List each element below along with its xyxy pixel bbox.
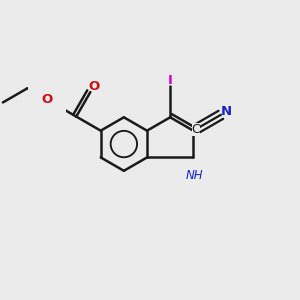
Text: O: O <box>88 80 99 93</box>
Text: I: I <box>168 74 172 87</box>
Text: N: N <box>221 105 232 118</box>
Text: O: O <box>41 93 53 106</box>
Text: C: C <box>192 123 200 136</box>
Text: NH: NH <box>186 169 204 182</box>
